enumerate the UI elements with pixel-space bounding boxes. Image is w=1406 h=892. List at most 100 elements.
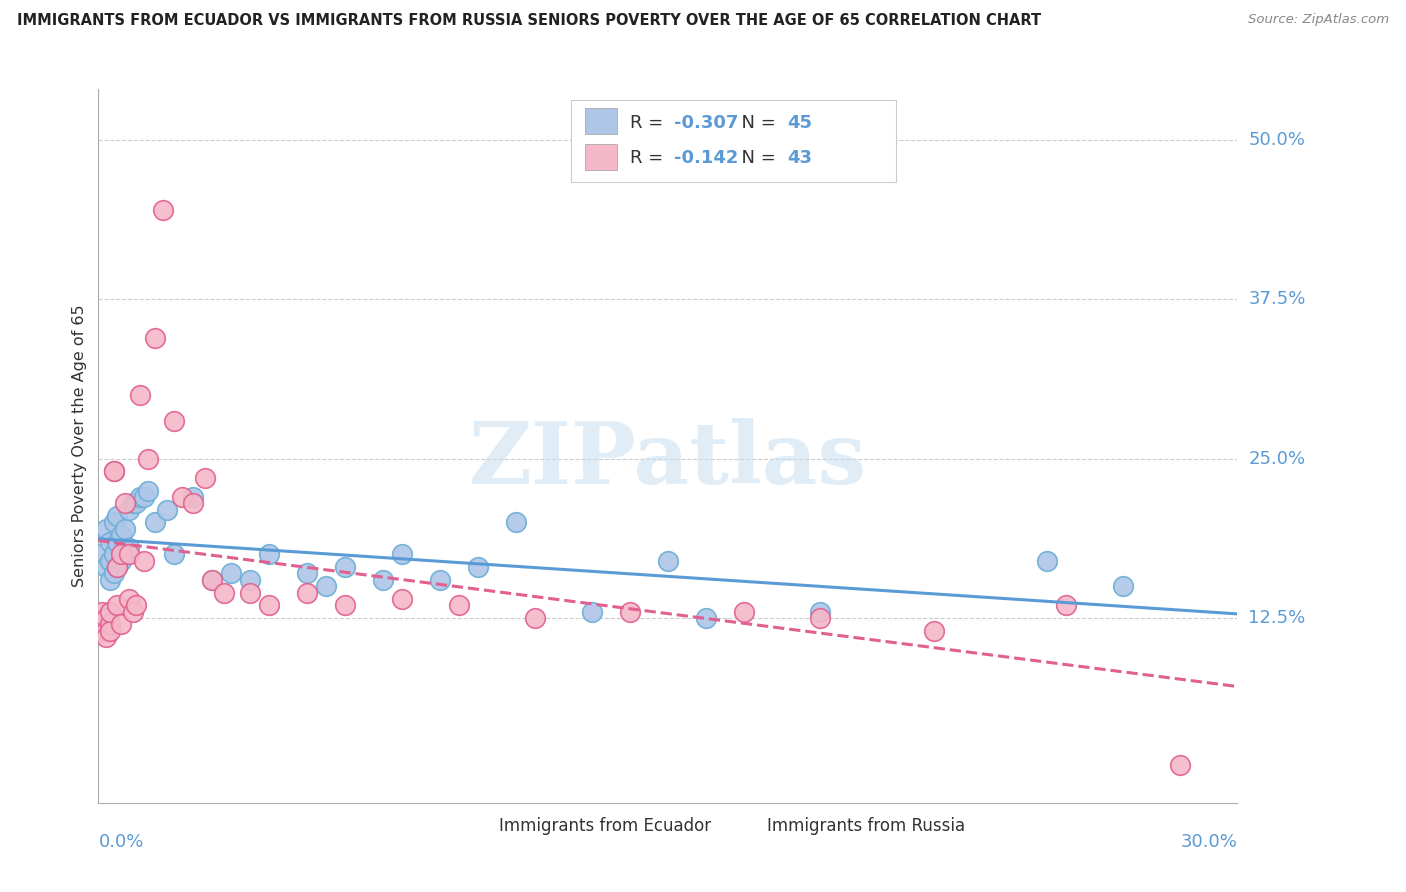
Point bbox=[371, 573, 394, 587]
Point bbox=[183, 490, 205, 504]
Point bbox=[136, 483, 159, 498]
Point bbox=[152, 203, 174, 218]
Text: R =: R = bbox=[630, 114, 669, 132]
Point bbox=[110, 528, 132, 542]
Point bbox=[91, 605, 114, 619]
Point bbox=[695, 611, 717, 625]
Point bbox=[121, 605, 143, 619]
Point bbox=[922, 624, 945, 638]
Point bbox=[391, 591, 413, 606]
Point bbox=[259, 547, 281, 561]
Y-axis label: Seniors Poverty Over the Age of 65: Seniors Poverty Over the Age of 65 bbox=[72, 305, 87, 587]
Point bbox=[201, 573, 224, 587]
Point bbox=[335, 560, 357, 574]
Point bbox=[103, 547, 125, 561]
Point bbox=[114, 547, 136, 561]
Point bbox=[239, 585, 262, 599]
Point bbox=[335, 599, 357, 613]
Point bbox=[808, 611, 831, 625]
Text: Source: ZipAtlas.com: Source: ZipAtlas.com bbox=[1249, 13, 1389, 27]
Bar bbox=[731, 819, 759, 835]
Point bbox=[1056, 599, 1078, 613]
Point bbox=[449, 599, 471, 613]
Point bbox=[170, 490, 193, 504]
Text: 12.5%: 12.5% bbox=[1249, 609, 1306, 627]
Point bbox=[103, 566, 125, 581]
Point bbox=[183, 496, 205, 510]
Text: R =: R = bbox=[630, 150, 669, 168]
Point bbox=[107, 560, 129, 574]
Point bbox=[297, 585, 319, 599]
Point bbox=[94, 624, 117, 638]
Text: 0.0%: 0.0% bbox=[98, 833, 143, 851]
Text: N =: N = bbox=[731, 150, 782, 168]
Point bbox=[145, 331, 167, 345]
Point bbox=[156, 502, 179, 516]
Point bbox=[110, 547, 132, 561]
Point bbox=[118, 547, 141, 561]
Point bbox=[297, 566, 319, 581]
Text: 43: 43 bbox=[787, 150, 813, 168]
Text: N =: N = bbox=[731, 114, 782, 132]
Point bbox=[212, 585, 235, 599]
Point bbox=[136, 451, 159, 466]
Point bbox=[98, 534, 121, 549]
Point bbox=[125, 496, 148, 510]
Point bbox=[145, 516, 167, 530]
Point bbox=[110, 617, 132, 632]
Point bbox=[132, 554, 155, 568]
Point bbox=[107, 509, 129, 524]
Point bbox=[259, 599, 281, 613]
Point bbox=[467, 560, 489, 574]
Text: 25.0%: 25.0% bbox=[1249, 450, 1306, 467]
Point bbox=[132, 490, 155, 504]
Point bbox=[103, 516, 125, 530]
Point bbox=[114, 522, 136, 536]
Text: -0.142: -0.142 bbox=[673, 150, 738, 168]
Text: IMMIGRANTS FROM ECUADOR VS IMMIGRANTS FROM RUSSIA SENIORS POVERTY OVER THE AGE O: IMMIGRANTS FROM ECUADOR VS IMMIGRANTS FR… bbox=[17, 13, 1040, 29]
Point bbox=[94, 611, 117, 625]
Point bbox=[391, 547, 413, 561]
Bar bbox=[585, 145, 617, 169]
Point bbox=[315, 579, 337, 593]
Point bbox=[118, 502, 141, 516]
Point bbox=[98, 605, 121, 619]
Point bbox=[1112, 579, 1135, 593]
Text: Immigrants from Ecuador: Immigrants from Ecuador bbox=[499, 817, 711, 835]
Point bbox=[163, 413, 186, 427]
Point bbox=[239, 573, 262, 587]
Point bbox=[98, 617, 121, 632]
Text: Immigrants from Russia: Immigrants from Russia bbox=[766, 817, 965, 835]
Point bbox=[103, 465, 125, 479]
Point bbox=[114, 496, 136, 510]
Point bbox=[98, 624, 121, 638]
Text: ZIPatlas: ZIPatlas bbox=[468, 418, 868, 502]
Point bbox=[221, 566, 243, 581]
Point bbox=[107, 599, 129, 613]
Point bbox=[118, 591, 141, 606]
FancyBboxPatch shape bbox=[571, 100, 896, 182]
Point bbox=[129, 388, 152, 402]
Point bbox=[103, 465, 125, 479]
Point bbox=[91, 624, 114, 638]
Text: 30.0%: 30.0% bbox=[1181, 833, 1237, 851]
Text: 45: 45 bbox=[787, 114, 813, 132]
Point bbox=[657, 554, 679, 568]
Text: 37.5%: 37.5% bbox=[1249, 291, 1306, 309]
Bar bbox=[463, 819, 491, 835]
Point bbox=[107, 560, 129, 574]
Point bbox=[808, 605, 831, 619]
Point bbox=[121, 496, 143, 510]
Point bbox=[98, 554, 121, 568]
Point bbox=[505, 516, 527, 530]
Text: 50.0%: 50.0% bbox=[1249, 131, 1305, 149]
Point bbox=[94, 522, 117, 536]
Point bbox=[91, 547, 114, 561]
Point bbox=[619, 605, 641, 619]
Bar bbox=[585, 109, 617, 134]
Point bbox=[1036, 554, 1059, 568]
Text: -0.307: -0.307 bbox=[673, 114, 738, 132]
Point bbox=[201, 573, 224, 587]
Point bbox=[194, 471, 217, 485]
Point bbox=[524, 611, 547, 625]
